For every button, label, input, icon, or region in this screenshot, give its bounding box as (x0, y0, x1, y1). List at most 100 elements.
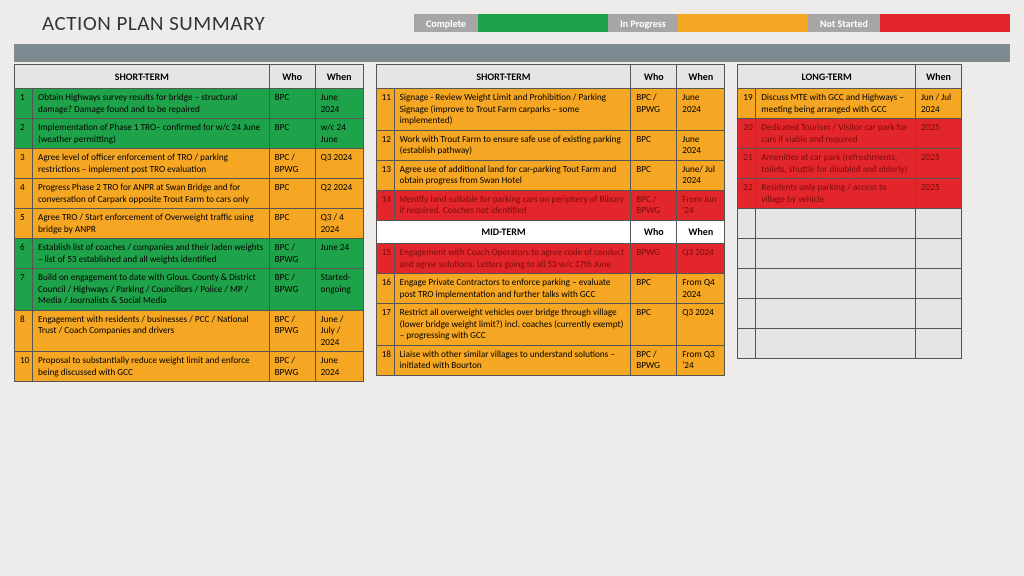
row-desc: Amenities at car park (refreshments, toi… (756, 149, 916, 179)
row-desc: Agree use of additional land for car-par… (394, 160, 631, 190)
row-who: BPC / BPWG (269, 269, 315, 311)
legend-label: Not Started (808, 14, 880, 32)
row-number: 7 (15, 269, 33, 311)
row-desc: Identify land suitable for parking cars … (394, 190, 631, 220)
short-term-table-1: SHORT-TERM Who When 1Obtain Highways sur… (14, 64, 364, 382)
row-number: 6 (15, 239, 33, 269)
row-number: 17 (376, 304, 394, 346)
table-row: 13Agree use of additional land for car-p… (376, 160, 725, 190)
row-when: From Q4 2024 (677, 274, 725, 304)
table-row: 12Work with Trout Farm to ensure safe us… (376, 130, 725, 160)
table-row: 10Proposal to substantially reduce weigh… (15, 352, 364, 382)
row-when: June 2024 (677, 89, 725, 131)
row-number: 4 (15, 179, 33, 209)
row-when: June/ Jul 2024 (677, 160, 725, 190)
row-desc: Discuss MTE with GCC and Highways – meet… (756, 89, 916, 119)
table-row: 4Progress Phase 2 TRO for ANPR at Swan B… (15, 179, 364, 209)
row-who: BPC (631, 160, 677, 190)
row-who: BPC (631, 274, 677, 304)
row-who: BPC / BPWG (631, 190, 677, 220)
table-row: 3Agree level of officer enforcement of T… (15, 149, 364, 179)
row-who: BPC (631, 130, 677, 160)
table-row: 7Build on engagement to date with Glous.… (15, 269, 364, 311)
row-desc: Agree level of officer enforcement of TR… (33, 149, 270, 179)
table-row-empty (738, 299, 1010, 329)
legend-swatch (478, 14, 608, 32)
row-when: Q3 2024 (315, 149, 363, 179)
row-number: 21 (738, 149, 756, 179)
row-desc: Engagement with Coach Operators to agree… (394, 244, 631, 274)
mid-term-header: MID-TERM (376, 220, 631, 244)
legend-swatch (880, 14, 1010, 32)
row-who: BPC / BPWG (269, 352, 315, 382)
row-when: June 2024 (677, 130, 725, 160)
row-number: 1 (15, 89, 33, 119)
table-row: 16Engage Private Contractors to enforce … (376, 274, 725, 304)
row-desc: Engage Private Contractors to enforce pa… (394, 274, 631, 304)
row-desc: Establish list of coaches / companies an… (33, 239, 270, 269)
row-number: 20 (738, 119, 756, 149)
row-who: BPC / BPWG (269, 149, 315, 179)
row-desc: Residents only parking / access to villa… (756, 179, 916, 209)
row-number: 8 (15, 310, 33, 352)
row-number: 18 (376, 345, 394, 375)
row-number: 22 (738, 179, 756, 209)
row-desc: Agree TRO / Start enforcement of Overwei… (33, 209, 270, 239)
row-number: 11 (376, 89, 394, 131)
row-number: 15 (376, 244, 394, 274)
row-when: June 24 (315, 239, 363, 269)
when-header: When (677, 65, 725, 89)
page-title: ACTION PLAN SUMMARY (14, 10, 414, 36)
table-row-empty (738, 269, 1010, 299)
short-term-table-2: SHORT-TERM Who When 11Signage - Review W… (376, 64, 726, 376)
table-row: 19Discuss MTE with GCC and Highways – me… (738, 89, 1010, 119)
who-header: Who (631, 65, 677, 89)
legend-label: In Progress (608, 14, 678, 32)
row-who: BPC (631, 304, 677, 346)
row-when: June / July / 2024 (315, 310, 363, 352)
row-number: 19 (738, 89, 756, 119)
row-desc: Restrict all overweight vehicles over br… (394, 304, 631, 346)
row-desc: Obtain Highways survey results for bridg… (33, 89, 270, 119)
row-desc: Build on engagement to date with Glous. … (33, 269, 270, 311)
long-term-table: LONG-TERM When 19Discuss MTE with GCC an… (737, 64, 1010, 359)
row-when: Q3 2024 (677, 304, 725, 346)
who-header: Who (631, 220, 677, 244)
row-who: BPC (269, 209, 315, 239)
row-when: Q3 2024 (677, 244, 725, 274)
row-who: BPC / BPWG (269, 310, 315, 352)
table-row: 11Signage - Review Weight Limit and Proh… (376, 89, 725, 131)
table-row: 20Dedicated Tourism / Visitor car park f… (738, 119, 1010, 149)
row-when: June 2024 (315, 352, 363, 382)
row-when: 2025 (916, 149, 962, 179)
row-when: Started- ongoing (315, 269, 363, 311)
row-who: BPWG (631, 244, 677, 274)
row-desc: Progress Phase 2 TRO for ANPR at Swan Br… (33, 179, 270, 209)
row-desc: Engagement with residents / businesses /… (33, 310, 270, 352)
row-when: 2025 (916, 179, 962, 209)
row-desc: Signage - Review Weight Limit and Prohib… (394, 89, 631, 131)
row-when: June 2024 (315, 89, 363, 119)
row-who: BPC (269, 179, 315, 209)
spacer-bar (14, 44, 1010, 62)
row-number: 10 (15, 352, 33, 382)
table-row: 17Restrict all overweight vehicles over … (376, 304, 725, 346)
col3-header: LONG-TERM (738, 65, 916, 89)
legend: CompleteIn ProgressNot Started (414, 14, 1010, 32)
row-number: 3 (15, 149, 33, 179)
legend-swatch (678, 14, 808, 32)
row-when: From Jun '24 (677, 190, 725, 220)
when-header: When (677, 220, 725, 244)
table-row: 5Agree TRO / Start enforcement of Overwe… (15, 209, 364, 239)
row-who: BPC (269, 119, 315, 149)
row-when: w/c 24 June (315, 119, 363, 149)
table-row: 15Engagement with Coach Operators to agr… (376, 244, 725, 274)
row-number: 16 (376, 274, 394, 304)
when-header: When (916, 65, 962, 89)
row-when: Q2 2024 (315, 179, 363, 209)
row-when: Jun / Jul 2024 (916, 89, 962, 119)
row-number: 14 (376, 190, 394, 220)
row-desc: Dedicated Tourism / Visitor car park for… (756, 119, 916, 149)
table-row: 21Amenities at car park (refreshments, t… (738, 149, 1010, 179)
table-row: 14Identify land suitable for parking car… (376, 190, 725, 220)
